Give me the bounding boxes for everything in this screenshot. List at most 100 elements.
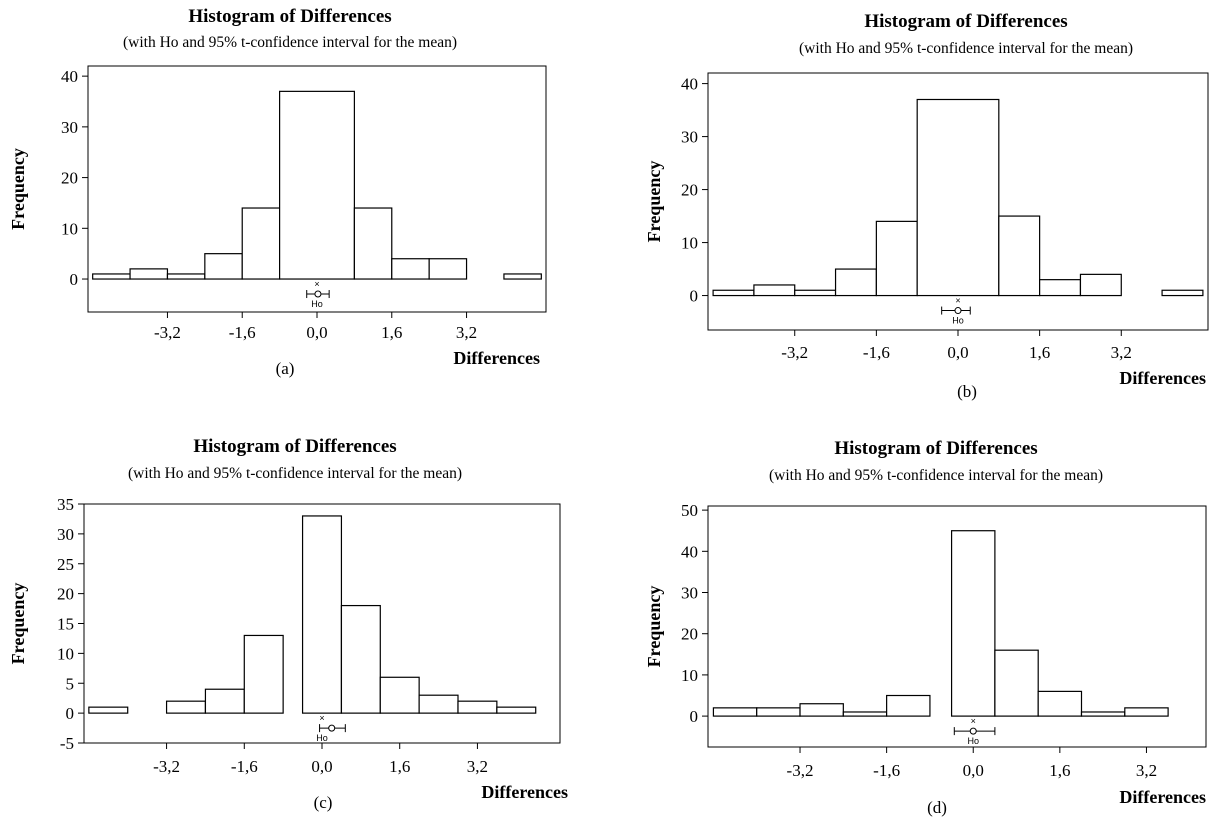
chart-subtitle: (with Ho and 95% t-confidence interval f… [799, 40, 1133, 57]
histogram-bar [1079, 273, 1122, 297]
y-tick-label: 50 [681, 501, 698, 520]
histogram-bar [129, 268, 169, 280]
histogram-bar [418, 694, 459, 714]
y-tick-label: 0 [66, 704, 75, 723]
panel-label: (d) [927, 798, 947, 817]
ho-label: Ho [967, 736, 979, 746]
x-tick-label: 1,6 [1029, 343, 1050, 362]
histogram-bar [950, 530, 996, 717]
y-axis-label: Frequency [644, 586, 664, 668]
y-tick-label: 20 [681, 181, 698, 200]
histogram-bar [994, 649, 1039, 717]
x-tick-label: 0,0 [963, 761, 984, 780]
mean-point [314, 290, 322, 298]
y-tick-label: 10 [57, 644, 74, 663]
x-tick-label: 3,2 [1136, 761, 1157, 780]
chart-svg-d: Histogram of Differences (with Ho and 95%… [644, 438, 1207, 817]
ho-x-marker: × [319, 713, 324, 723]
histogram-bar [279, 90, 355, 280]
x-tick-label: -3,2 [153, 757, 180, 776]
x-tick-label: 0,0 [947, 343, 968, 362]
x-tick-label: -1,6 [873, 761, 900, 780]
x-axis-label: Differences [1119, 368, 1206, 388]
x-tick-label: -3,2 [787, 761, 814, 780]
y-axis-label: Frequency [644, 161, 664, 243]
x-tick-label: 1,6 [389, 757, 410, 776]
y-tick-label: 20 [61, 169, 78, 188]
panel-label: (b) [957, 382, 977, 401]
histogram-bar [753, 284, 796, 297]
y-axis-label: Frequency [8, 148, 28, 230]
histogram-bar [301, 515, 343, 714]
histogram-bar [886, 694, 931, 717]
chart-svg-a: Histogram of Differences (with Ho and 95%… [8, 6, 547, 378]
x-tick-label: 0,0 [306, 323, 327, 342]
ho-label: Ho [316, 733, 328, 743]
histogram-bar [712, 289, 755, 297]
histogram-bar [204, 688, 245, 714]
histogram-bar [88, 706, 129, 714]
x-tick-label: -3,2 [781, 343, 808, 362]
histogram-bar [457, 700, 498, 714]
x-axis-label: Differences [1119, 787, 1206, 807]
histogram-bar [92, 273, 131, 280]
x-axis-label: Differences [453, 348, 540, 368]
histogram-panel-a: Histogram of Differences (with Ho and 95%… [0, 0, 608, 410]
histogram-bar [165, 700, 207, 714]
x-tick-label: 1,6 [381, 323, 402, 342]
y-tick-label: 30 [61, 118, 78, 137]
histogram-bar [428, 258, 468, 280]
y-tick-label: 0 [690, 707, 699, 726]
x-tick-label: 3,2 [1111, 343, 1132, 362]
panel-label: (c) [314, 793, 333, 812]
x-tick-label: 0,0 [311, 757, 332, 776]
y-tick-label: 35 [57, 495, 74, 514]
histogram-bar [166, 273, 206, 280]
ho-x-marker: × [314, 279, 319, 289]
y-tick-label: 20 [681, 625, 698, 644]
histogram-bar [1161, 289, 1204, 297]
x-tick-label: 1,6 [1049, 761, 1070, 780]
histogram-bar [998, 215, 1041, 297]
histogram-bar [204, 253, 243, 280]
panel-label: (a) [276, 359, 295, 378]
histogram-bar [834, 268, 877, 297]
y-tick-label: 0 [70, 270, 79, 289]
histogram-bar [503, 273, 542, 280]
y-tick-label: 20 [57, 585, 74, 604]
y-tick-label: 15 [57, 615, 74, 634]
ho-x-marker: × [971, 716, 976, 726]
mean-point [954, 307, 962, 315]
y-tick-label: 25 [57, 555, 74, 574]
plot-frame [707, 505, 1207, 748]
ho-label: Ho [311, 299, 323, 309]
x-tick-label: -1,6 [231, 757, 258, 776]
histogram-bar [875, 220, 918, 297]
histogram-panel-c: Histogram of Differences (with Ho and 95%… [0, 410, 608, 820]
histogram-bar [799, 703, 844, 717]
y-tick-label: 40 [681, 75, 698, 94]
y-tick-label: 5 [66, 674, 75, 693]
x-tick-label: 3,2 [467, 757, 488, 776]
histogram-bar [1080, 711, 1126, 717]
histogram-bar [241, 207, 281, 280]
y-tick-label: 30 [57, 525, 74, 544]
x-axis-label: Differences [481, 782, 568, 802]
y-tick-label: 10 [681, 234, 698, 253]
histogram-bar [391, 258, 430, 280]
chart-subtitle: (with Ho and 95% t-confidence interval f… [769, 467, 1103, 484]
histogram-bar [496, 706, 537, 714]
chart-title: Histogram of Differences [834, 438, 1037, 459]
y-axis-label: Frequency [8, 583, 28, 665]
mean-point [969, 727, 977, 735]
x-tick-label: 3,2 [456, 323, 477, 342]
histogram-bar [1037, 690, 1083, 717]
ho-x-marker: × [955, 296, 960, 306]
histogram-bar [1039, 279, 1082, 297]
histogram-bar [794, 289, 837, 297]
chart-title: Histogram of Differences [193, 436, 396, 457]
chart-svg-b: Histogram of Differences (with Ho and 95%… [644, 11, 1209, 401]
histogram-panel-b: Histogram of Differences (with Ho and 95%… [608, 0, 1217, 410]
y-tick-label: 40 [681, 542, 698, 561]
y-tick-label: -5 [60, 734, 74, 753]
